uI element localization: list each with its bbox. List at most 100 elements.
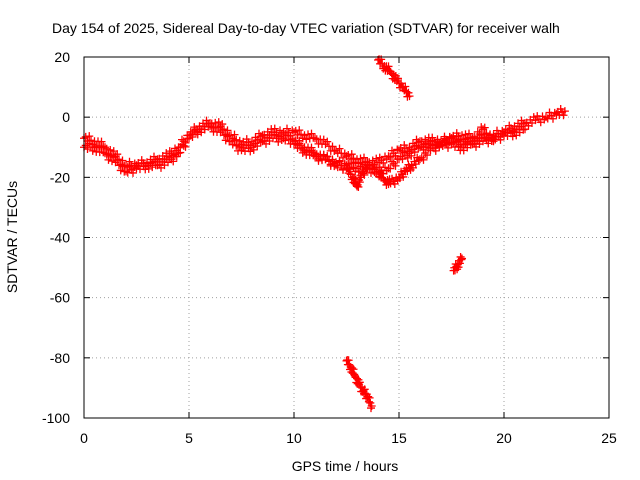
data-point [270,130,279,139]
data-point [81,141,90,150]
grid [84,57,609,418]
data-point [475,130,484,139]
data-point [367,404,375,413]
data-point [389,159,398,168]
y-tick-label: 0 [62,109,70,125]
data-point [319,135,328,144]
data-point [384,62,393,71]
data-point [169,157,178,166]
data-point [414,144,423,153]
data-point [360,153,368,162]
data-point [85,139,94,148]
data-point [391,161,400,170]
data-point [274,137,283,146]
chart-title: Day 154 of 2025, Sidereal Day-to-day VTE… [52,20,560,36]
data-point [355,178,364,187]
data-point [97,143,106,152]
data-point [118,162,127,171]
data-point [218,126,227,135]
data-point [353,155,361,164]
data-point [307,146,316,155]
data-point [410,148,419,157]
data-point [346,155,354,164]
data-point [85,132,94,141]
data-point [489,137,498,146]
x-axis-label: GPS time / hours [292,458,399,474]
data-point [349,163,358,172]
data-point [378,169,387,178]
data-point [437,140,445,149]
data-point [230,136,239,145]
data-point [479,125,487,134]
data-point [291,126,300,135]
data-point [449,138,458,147]
data-point [81,132,90,141]
data-point [181,142,190,151]
data-point [295,139,304,148]
y-tick-label: -100 [42,410,70,426]
data-point [458,131,466,140]
data-point [461,130,470,139]
data-point [356,162,365,171]
data-point [314,156,323,165]
data-point [87,136,95,145]
data-point [360,385,369,394]
data-point [407,151,416,160]
data-point [302,135,311,144]
data-point [455,259,464,268]
x-tick-label: 25 [601,430,617,446]
x-tick-label: 20 [496,430,512,446]
data-point [451,143,459,152]
data-point [339,165,347,174]
data-point [113,156,122,165]
data-point [83,145,92,154]
data-point [88,146,97,155]
data-point [431,146,440,155]
data-point [130,163,139,172]
data-point [498,129,507,138]
data-point [454,142,463,151]
data-point [318,156,326,165]
data-point [276,132,284,141]
data-point [384,152,393,161]
data-point [304,130,312,139]
x-tick-label: 5 [185,430,193,446]
data-point [379,158,388,167]
data-point [284,135,293,144]
data-point [297,144,305,153]
data-point [106,151,115,160]
data-point [283,124,291,133]
data-point [458,254,466,263]
data-point [359,169,368,178]
y-tick-label: -60 [50,290,70,306]
data-point [454,263,463,272]
data-point [220,131,228,140]
data-point [386,153,395,162]
data-point [228,140,237,149]
data-point [319,151,328,160]
data-point [386,164,395,173]
data-point [309,151,318,160]
data-point [367,401,376,410]
data-point [176,148,185,157]
data-point [221,136,230,145]
data-point [480,123,489,132]
y-axis-label: SDTVAR / TECUs [4,181,20,293]
data-point [345,165,354,174]
y-tick-label: 20 [54,49,70,65]
data-point [323,152,332,161]
data-point [364,392,373,401]
data-point [206,122,214,131]
y-tick-label: -80 [50,350,70,366]
data-point [148,163,157,172]
data-point [116,166,125,175]
data-point [344,159,353,168]
data-point [398,155,407,164]
data-point [393,74,402,83]
x-tick-label: 15 [391,430,407,446]
data-point [401,82,410,91]
data-point [370,165,379,174]
data-point [108,157,116,166]
data-point [453,265,462,274]
